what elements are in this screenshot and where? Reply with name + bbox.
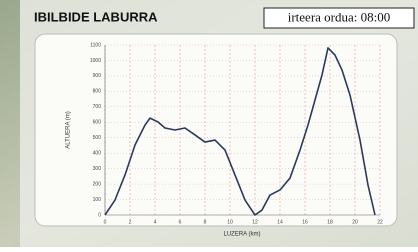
y-tick-label: 0: [98, 212, 101, 218]
y-axis-label: ALTUERA (m): [66, 111, 72, 149]
y-tick-label: 300: [93, 166, 102, 172]
x-tick-label: 2: [129, 219, 132, 225]
y-tick-label: 500: [93, 135, 102, 141]
x-tick-label: 14: [277, 219, 283, 225]
x-tick-label: 0: [104, 219, 107, 225]
page: {"chart_data": {"type": "line", "title":…: [0, 0, 418, 252]
x-tick-label: 22: [377, 219, 383, 225]
y-tick-label: 400: [93, 151, 102, 157]
start-time: irteera ordua: 08:00: [288, 9, 391, 24]
y-tick-label: 600: [93, 120, 102, 126]
y-tick-label: 1100: [90, 42, 101, 48]
x-tick-label: 20: [352, 219, 358, 225]
x-tick-label: 18: [327, 219, 333, 225]
x-tick-label: 6: [179, 219, 182, 225]
y-tick-label: 700: [93, 104, 102, 110]
y-tick-label: 200: [93, 181, 102, 187]
x-tick-label: 12: [252, 219, 258, 225]
y-tick-label: 1000: [90, 58, 101, 64]
y-tick-label: 800: [93, 89, 102, 95]
x-tick-label: 4: [154, 219, 157, 225]
y-tick-label: 100: [93, 197, 102, 203]
chart: IBILBIDE LABURRA irteera ordua: 08:00 AL…: [0, 0, 418, 247]
x-tick-label: 8: [204, 219, 207, 225]
x-axis-label: LUZERA (km): [223, 232, 260, 238]
x-tick-label: 16: [302, 219, 308, 225]
x-tick-label: 10: [227, 219, 233, 225]
y-tick-label: 900: [93, 73, 102, 79]
chart-title: IBILBIDE LABURRA: [34, 9, 158, 24]
